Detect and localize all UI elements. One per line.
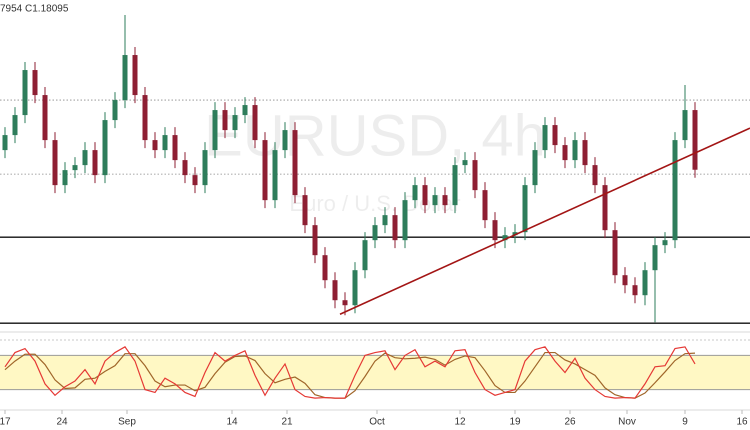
candle-body <box>22 70 28 116</box>
candle-body <box>592 165 598 186</box>
trendline <box>339 127 750 315</box>
candle-body <box>92 150 98 176</box>
candle-body <box>632 285 638 296</box>
candle-body <box>372 225 378 241</box>
candle-body <box>452 165 458 206</box>
candle-body <box>312 225 318 256</box>
candle-body <box>672 140 678 241</box>
candle-body <box>172 135 178 161</box>
candle-body <box>552 125 558 146</box>
x-tick-label: 17 <box>0 417 11 428</box>
candle-body <box>12 115 18 136</box>
candle-body <box>222 110 228 131</box>
candle-body <box>512 232 518 236</box>
candle-body <box>652 245 658 271</box>
candle-body <box>182 160 188 176</box>
candle-body <box>202 150 208 186</box>
candle-body <box>682 110 688 141</box>
candle-body <box>122 55 128 101</box>
watermark-subtitle: Euro / U.S. Dollar <box>289 191 460 216</box>
candle-body <box>602 185 608 231</box>
candle-body <box>582 140 588 166</box>
candle-body <box>82 150 88 166</box>
candle-body <box>262 140 268 201</box>
candle-body <box>62 170 68 186</box>
candle-body <box>422 185 428 206</box>
x-tick-label: 14 <box>226 417 238 428</box>
candle-body <box>302 195 308 226</box>
candle-body <box>242 105 248 116</box>
candle-body <box>292 130 298 196</box>
candle-body <box>382 215 388 226</box>
x-tick-label: 24 <box>56 417 68 428</box>
candle-body <box>622 275 628 286</box>
candle-body <box>152 140 158 151</box>
candle-body <box>472 160 478 191</box>
candle-body <box>562 145 568 161</box>
candle-body <box>612 230 618 276</box>
x-tick-label: 9 <box>682 417 688 428</box>
candle-body <box>542 125 548 151</box>
oscillator-line <box>4 351 696 399</box>
candle-body <box>662 240 668 246</box>
candle-body <box>462 160 468 166</box>
candle-body <box>352 270 358 306</box>
candle-body <box>412 185 418 201</box>
candle-body <box>32 70 38 96</box>
candle-body <box>102 120 108 176</box>
candle-body <box>52 140 58 186</box>
candle-body <box>492 220 498 241</box>
x-tick-label: Nov <box>618 417 636 428</box>
candle-body <box>432 195 438 206</box>
candle-body <box>192 175 198 186</box>
candle-body <box>232 115 238 131</box>
candle-body <box>522 185 528 233</box>
candle-body <box>572 140 578 161</box>
candle-body <box>402 200 408 241</box>
x-tick-label: 19 <box>509 417 521 428</box>
candle-body <box>642 270 648 296</box>
candle-body <box>442 195 448 206</box>
candle-body <box>322 255 328 281</box>
candle-body <box>272 150 278 201</box>
x-tick-label: 12 <box>454 417 466 428</box>
candle-body <box>482 190 488 221</box>
candle-body <box>142 95 148 141</box>
candle-body <box>252 105 258 141</box>
candle-body <box>2 135 8 151</box>
candle-body <box>72 165 78 171</box>
ohlc-header: 7954 C1.18095 <box>0 4 69 15</box>
candle-body <box>162 135 168 151</box>
candle-body <box>362 240 368 271</box>
candle-body <box>532 150 538 186</box>
oscillator-line <box>4 346 696 399</box>
x-tick-label: Oct <box>369 417 385 428</box>
candle-body <box>332 280 338 301</box>
candle-body <box>342 300 348 306</box>
candle-body <box>42 95 48 141</box>
candle-body <box>132 55 138 96</box>
candle-body <box>502 235 508 241</box>
candle-body <box>692 110 698 170</box>
candle-body <box>392 215 398 241</box>
candle-body <box>282 130 288 151</box>
candle-body <box>212 110 218 151</box>
candle-body <box>112 100 118 121</box>
watermark: EURUSD, 4h <box>204 103 546 168</box>
x-tick-label: 26 <box>564 417 576 428</box>
x-tick-label: 16 <box>736 417 748 428</box>
x-tick-label: 21 <box>281 417 293 428</box>
x-tick-label: Sep <box>118 417 136 428</box>
